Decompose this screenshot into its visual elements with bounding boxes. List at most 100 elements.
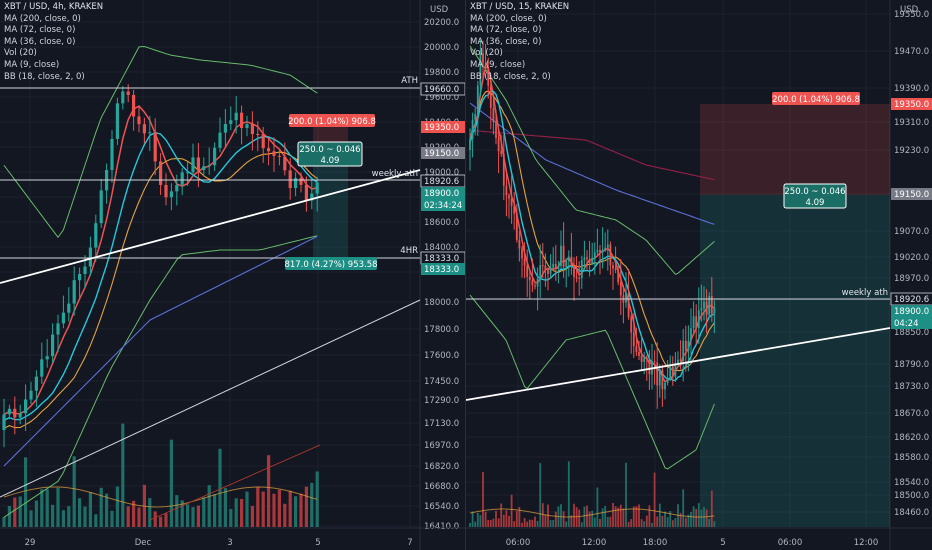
volume-bar (515, 510, 518, 527)
volume-bar (153, 511, 157, 527)
price-tag-box (421, 199, 465, 211)
volume-bar (29, 510, 33, 527)
candle-body (148, 132, 152, 134)
position-label-text: 200.0 (1.04%) 906.8 (288, 117, 376, 127)
volume-bar (661, 515, 664, 527)
price-tag-label: 18920.6 (424, 177, 459, 187)
volume-bar (567, 461, 570, 527)
candle-body (580, 260, 583, 278)
price-tag-box (891, 305, 932, 317)
candle-body (677, 359, 679, 364)
candle-body (661, 369, 664, 390)
bb-lower-line (3, 235, 318, 518)
x-tick-label: 3 (227, 538, 232, 548)
candle-body (500, 151, 503, 154)
volume-bar (521, 522, 523, 527)
price-tag-label: 02:34:24 (424, 201, 462, 211)
volume-bar (570, 515, 573, 527)
volume-bar (593, 517, 596, 527)
position-label-text: 817.0 (4.27%) 953.58 (284, 260, 377, 270)
candle-body (705, 301, 708, 315)
price-tag-box (891, 98, 932, 110)
volume-bar (67, 506, 71, 527)
volume-bar (40, 489, 44, 527)
volume-bar (196, 505, 200, 527)
position-risk-label[interactable]: 200.0 (1.04%) 906.8 (288, 114, 376, 127)
candle-body (684, 340, 687, 351)
candle-body (671, 366, 674, 377)
y-tick-label: 19310.0 (894, 118, 929, 128)
candle-body (627, 292, 630, 318)
bb-mid-line (3, 131, 318, 422)
price-tag-label: 18900.0 (894, 307, 929, 317)
y-tick-label: 20000.0 (424, 43, 459, 53)
volume-bar (632, 506, 635, 527)
y-tick-label: 20200.0 (424, 18, 459, 28)
candle-body (697, 310, 700, 329)
position-risk-label[interactable]: 200.0 (1.04%) 906.8 (772, 92, 860, 105)
volume-bar (664, 511, 666, 527)
volume-bar (599, 519, 601, 527)
volume-bar (640, 519, 643, 527)
candle-body (164, 185, 168, 198)
volume-bar (544, 514, 547, 527)
left-chart-canvas[interactable]: 20200.020000.019800.019600.019400.019200… (0, 0, 466, 550)
candle-body (567, 256, 570, 262)
ma9-line (3, 105, 318, 416)
y-tick-label: 16820.0 (424, 462, 459, 472)
position-reward-label[interactable]: 817.0 (4.27%) 953.58 (284, 257, 378, 270)
volume-bar (497, 518, 500, 527)
volume-bar (234, 498, 238, 527)
volume-bar (474, 521, 477, 527)
price-tag-label: 19350.0 (894, 100, 929, 110)
price-tag-box (891, 188, 932, 200)
y-tick-label: 18600.0 (424, 218, 459, 228)
candle-body (40, 359, 44, 377)
candle-body (61, 312, 65, 324)
left-chart-pane[interactable]: 20200.020000.019800.019600.019400.019200… (0, 0, 466, 550)
volume-bar (45, 489, 49, 527)
candle-body (175, 184, 179, 192)
y-tick-label: 16410.0 (424, 522, 459, 532)
candle-body (578, 277, 581, 279)
x-tick-label: 12:00 (854, 538, 879, 548)
volume-bar (700, 509, 703, 527)
volume-bar (552, 520, 555, 527)
candle-body (110, 138, 114, 171)
volume-bar (304, 486, 308, 527)
y-tick-label: 19550.0 (894, 10, 929, 20)
support-trendline (466, 327, 891, 401)
candle-body (640, 355, 643, 363)
volume-bar (528, 519, 531, 527)
volume-bar (625, 462, 627, 527)
volume-bar (223, 488, 227, 527)
price-tag-label: 19150.0 (894, 190, 929, 200)
volume-bar (99, 487, 103, 527)
x-tick-label: 12:00 (582, 538, 607, 548)
volume-bar (115, 486, 119, 527)
volume-bar (630, 519, 633, 527)
volume-bar (186, 504, 190, 527)
volume-bar (531, 519, 534, 527)
volume-bar (164, 513, 168, 527)
candle-body (288, 170, 292, 189)
y-tick-label: 16540.0 (424, 502, 459, 512)
price-tag-label: 19150.0 (424, 149, 459, 159)
candle-body (539, 265, 542, 279)
volume-bar (658, 503, 661, 527)
y-tick-label: 17290.0 (424, 396, 459, 406)
candle-body (51, 334, 55, 357)
right-chart-canvas[interactable]: 19550.0 19470.0 19390.0 19310.0 19230.0 19150… (466, 0, 932, 550)
candle-body (713, 307, 716, 314)
x-tick-label: 06:00 (778, 538, 803, 548)
candle-body (234, 112, 238, 121)
candle-body (2, 414, 6, 430)
y-tick-label: 18580.0 (894, 453, 929, 463)
right-chart-pane[interactable]: 19550.0 19470.0 19390.0 19310.0 19230.0 19150… (466, 0, 932, 550)
candle-body (560, 245, 562, 267)
candle-body (495, 121, 497, 139)
candle-body (240, 112, 244, 129)
price-tag-label: 18333.0 (424, 254, 459, 264)
